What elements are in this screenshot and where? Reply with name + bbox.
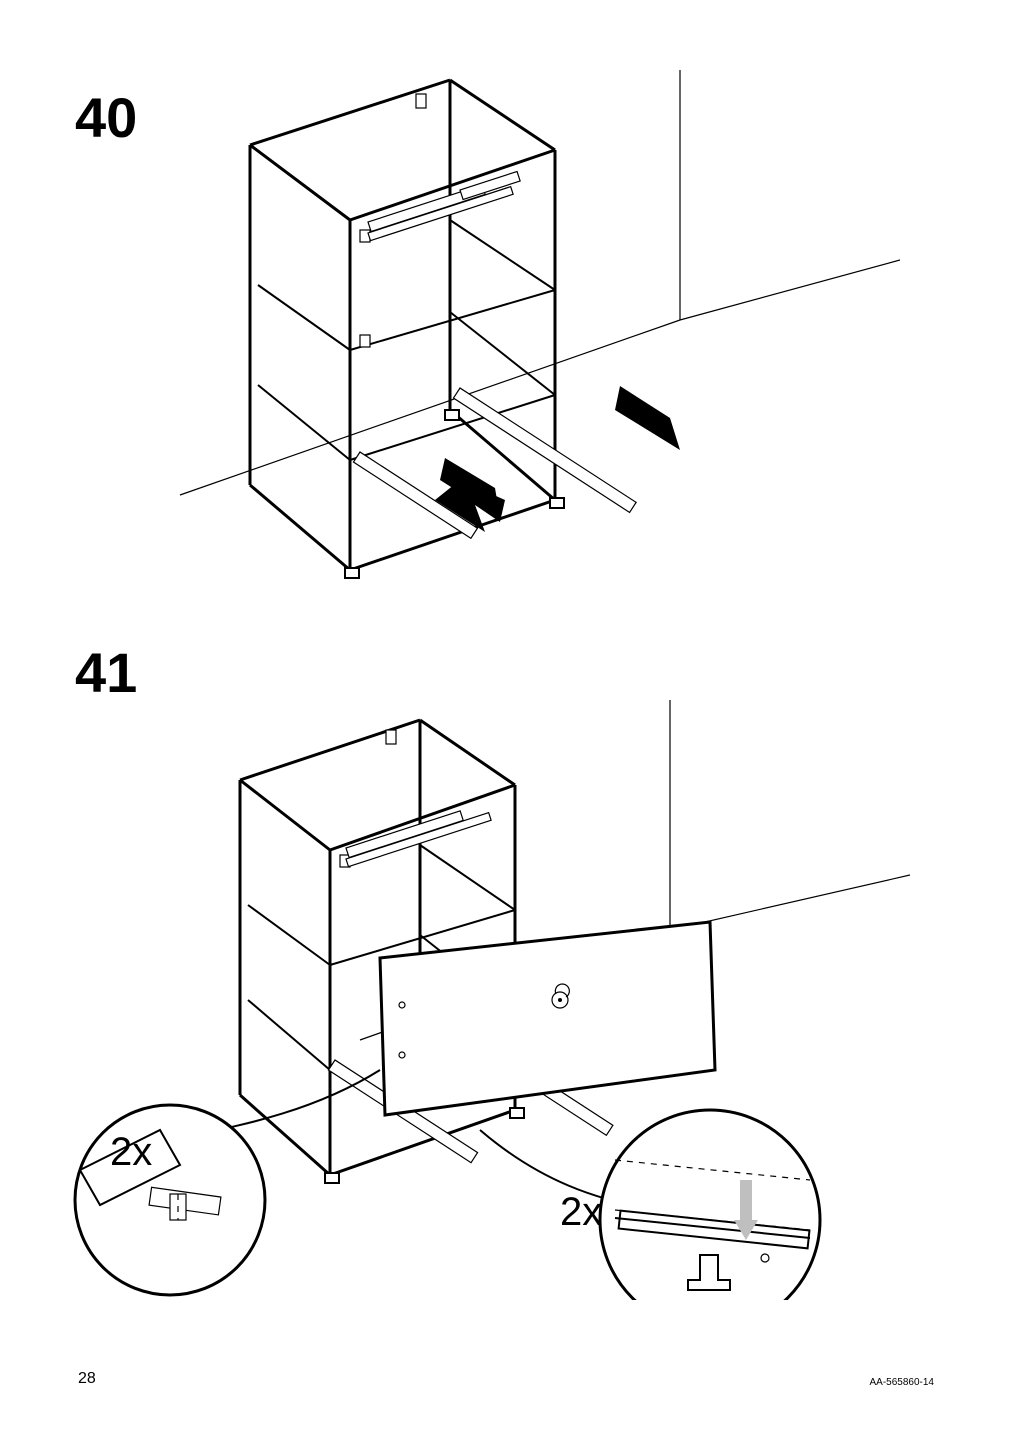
- inset-left-qty: 2x: [110, 1130, 152, 1175]
- step-40-svg: [160, 70, 900, 610]
- step-40-illustration: [160, 70, 900, 610]
- step-40-number: 40: [75, 85, 137, 150]
- document-id: AA-565860-14: [870, 1377, 935, 1388]
- inset-right-qty: 2x: [560, 1190, 602, 1235]
- step-41-illustration: [50, 700, 910, 1300]
- step-41-svg: [50, 700, 910, 1300]
- step-41-number: 41: [75, 640, 137, 705]
- page: 40: [0, 0, 1012, 1432]
- page-number: 28: [78, 1370, 96, 1388]
